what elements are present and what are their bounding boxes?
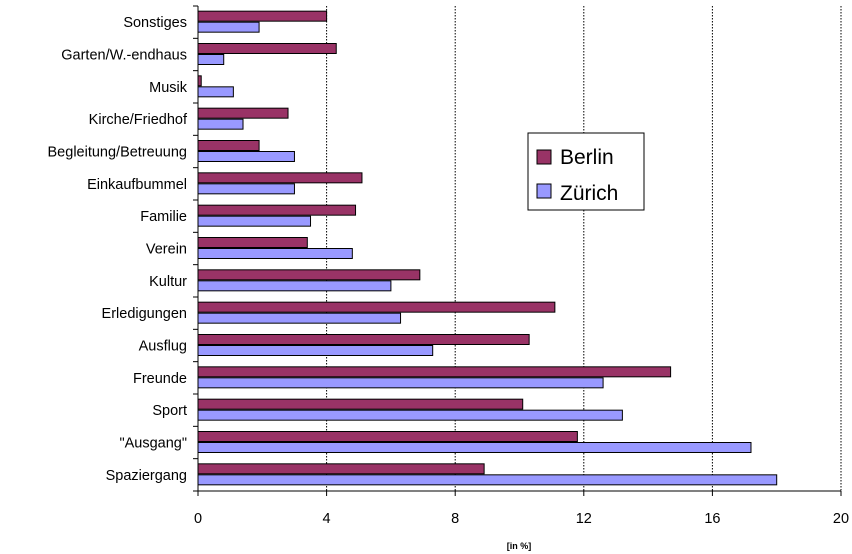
category-label-10: Ausflug	[139, 339, 187, 355]
bar-zurich-7	[197, 248, 353, 259]
bar-zurich-11	[197, 377, 604, 389]
bar-zurich-1	[197, 54, 225, 65]
category-label-8: Kultur	[149, 274, 187, 290]
x-tick-label-12: 12	[576, 511, 592, 527]
bar-berlin-5	[197, 172, 363, 184]
category-label-5: Einkaufbummel	[87, 177, 187, 193]
category-label-0: Sonstiges	[123, 15, 187, 31]
bar-zurich-12	[197, 409, 623, 421]
x-tick-label-16: 16	[704, 511, 720, 527]
category-label-6: Familie	[140, 209, 187, 225]
axis-layer	[193, 5, 842, 496]
legend-swatch-zurich	[536, 183, 552, 199]
x-tick-label-20: 20	[833, 511, 849, 527]
category-label-7: Verein	[146, 242, 187, 258]
legend-label-berlin: Berlin	[560, 146, 614, 169]
bar-zurich-9	[197, 312, 402, 324]
legend: Berlin Zürich	[527, 132, 645, 211]
bar-berlin-6	[197, 204, 357, 216]
bar-zurich-0	[197, 21, 260, 33]
bar-berlin-12	[197, 398, 524, 410]
legend-label-zurich: Zürich	[560, 182, 618, 205]
bar-berlin-14	[197, 463, 485, 475]
bar-berlin-8	[197, 269, 421, 281]
category-label-14: Spaziergang	[106, 468, 187, 484]
category-label-11: Freunde	[133, 371, 187, 387]
bar-zurich-8	[197, 280, 392, 292]
bar-berlin-13	[197, 431, 578, 442]
category-label-12: Sport	[152, 403, 187, 419]
category-label-2: Musik	[149, 80, 188, 96]
x-tick-label-8: 8	[451, 511, 459, 527]
category-label-13: "Ausgang"	[119, 436, 187, 452]
category-label-9: Erledigungen	[102, 306, 187, 322]
x-tick-label-0: 0	[194, 511, 202, 527]
bar-berlin-7	[197, 237, 308, 248]
bar-zurich-13	[197, 442, 752, 453]
bar-berlin-0	[197, 10, 328, 22]
x-tick-label-4: 4	[323, 511, 331, 527]
legend-swatch-berlin	[536, 149, 552, 165]
bar-berlin-10	[197, 334, 530, 345]
bar-zurich-4	[197, 151, 295, 162]
category-label-3: Kirche/Friedhof	[89, 112, 188, 128]
category-label-1: Garten/W.-endhaus	[61, 48, 187, 64]
label-layer: Sonstiges Garten/W.-endhaus Musik Kirche/Fr…	[48, 15, 850, 527]
bar-zurich-2	[197, 86, 234, 98]
bar-berlin-4	[197, 140, 260, 151]
bar-layer	[197, 10, 778, 486]
bar-zurich-10	[197, 345, 434, 356]
bar-zurich-14	[197, 474, 778, 486]
bar-berlin-9	[197, 301, 556, 313]
bar-zurich-3	[197, 118, 244, 130]
bar-berlin-1	[197, 43, 337, 54]
x-axis-title: [in %]	[507, 541, 532, 551]
bar-zurich-5	[197, 183, 295, 195]
bar-berlin-3	[197, 107, 289, 119]
category-label-4: Begleitung/Betreuung	[48, 145, 187, 161]
bar-zurich-6	[197, 215, 312, 227]
bar-berlin-11	[197, 366, 672, 378]
